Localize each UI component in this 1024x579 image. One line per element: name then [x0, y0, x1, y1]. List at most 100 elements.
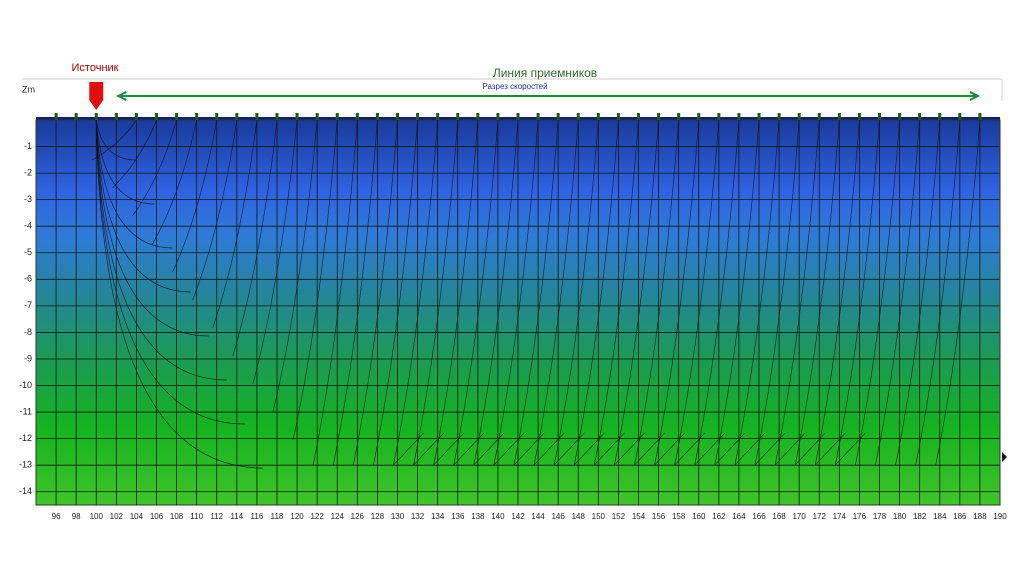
receiver — [295, 113, 299, 120]
receiver — [74, 113, 78, 120]
x-tick-label: 186 — [953, 512, 967, 521]
receiver — [315, 113, 319, 120]
receiver — [556, 113, 560, 120]
ray — [352, 119, 398, 466]
receiver — [94, 113, 98, 120]
x-tick-label: 138 — [471, 512, 485, 521]
y-tick-label: -13 — [19, 460, 32, 470]
x-tick-label: 142 — [511, 512, 525, 521]
receiver — [657, 113, 661, 120]
receiver — [275, 113, 279, 120]
ray — [834, 119, 880, 466]
x-tick-label: 144 — [531, 512, 545, 521]
x-tick-label: 190 — [993, 512, 1007, 521]
ray — [152, 119, 198, 245]
receiver — [616, 113, 620, 120]
ray — [272, 119, 318, 413]
ray — [232, 119, 278, 357]
y-tick-label: -3 — [24, 194, 32, 204]
ray — [92, 119, 137, 161]
y-tick-label: -1 — [24, 141, 32, 151]
x-tick-label: 100 — [90, 512, 104, 521]
receiver — [476, 113, 480, 120]
source-label: Источник — [72, 62, 119, 74]
y-tick-label: -10 — [19, 380, 32, 390]
x-tick-label: 128 — [371, 512, 385, 521]
x-tick-label: 172 — [813, 512, 827, 521]
ray — [252, 119, 298, 385]
ray — [95, 119, 191, 293]
receiver — [817, 113, 821, 120]
receiver — [355, 113, 359, 120]
x-tick-label: 170 — [792, 512, 806, 521]
x-tick-label: 176 — [853, 512, 867, 521]
y-tick-label: -9 — [24, 353, 32, 363]
y-tick-label: -8 — [24, 327, 32, 337]
ray — [413, 119, 459, 466]
arrow-head — [969, 91, 981, 101]
receiver — [114, 113, 118, 120]
receiver — [737, 113, 741, 120]
x-tick-label: 152 — [612, 512, 626, 521]
receiver — [54, 113, 58, 120]
ray — [433, 119, 479, 466]
x-tick-label: 150 — [592, 512, 606, 521]
chart-subtitle: Разрез скоростей — [482, 82, 547, 91]
ray — [734, 119, 780, 466]
ray — [172, 119, 218, 273]
ray — [112, 119, 157, 189]
receiver — [596, 113, 600, 120]
receiver — [978, 113, 982, 120]
receiver — [958, 113, 962, 120]
x-tick-label: 130 — [391, 512, 405, 521]
y-tick-label: -6 — [24, 274, 32, 284]
x-tick-label: 96 — [52, 512, 61, 521]
y-tick-label: -14 — [19, 486, 32, 496]
x-tick-label: 164 — [732, 512, 746, 521]
x-tick-label: 108 — [170, 512, 184, 521]
ray — [654, 119, 700, 466]
ray — [794, 119, 840, 466]
x-tick-label: 102 — [110, 512, 124, 521]
receiver — [576, 113, 580, 120]
receiver — [215, 113, 219, 120]
x-tick-label: 148 — [572, 512, 586, 521]
ray — [132, 119, 177, 217]
ray — [473, 119, 519, 466]
ray — [875, 119, 921, 466]
x-tick-label: 132 — [411, 512, 425, 521]
source-marker — [89, 82, 104, 110]
receiver — [516, 113, 520, 120]
x-tick-label: 122 — [310, 512, 324, 521]
x-tick-label: 154 — [632, 512, 646, 521]
x-tick-label: 134 — [431, 512, 445, 521]
x-tick-label: 124 — [331, 512, 345, 521]
ray — [95, 119, 173, 249]
ray — [292, 119, 338, 441]
receiver — [777, 113, 781, 120]
receiver — [496, 113, 500, 120]
receiver — [456, 113, 460, 120]
ray — [774, 119, 820, 466]
receiver — [857, 113, 861, 120]
receiver — [416, 113, 420, 120]
ray — [714, 119, 760, 466]
ray — [373, 119, 418, 466]
receiver — [134, 113, 138, 120]
y-axis-label: Zm — [22, 84, 35, 94]
y-tick-label: -11 — [20, 406, 32, 416]
receiver — [898, 113, 902, 120]
receiver — [697, 113, 701, 120]
y-tick-label: -7 — [24, 300, 32, 310]
ray — [674, 119, 720, 466]
receiver — [195, 113, 199, 120]
x-tick-label: 162 — [712, 512, 726, 521]
ray — [95, 119, 245, 425]
ray — [935, 119, 981, 466]
scroll-marker — [1002, 452, 1007, 462]
x-tick-label: 166 — [752, 512, 766, 521]
x-tick-label: 126 — [351, 512, 365, 521]
receiver — [918, 113, 922, 120]
x-tick-label: 146 — [551, 512, 565, 521]
receiver — [155, 113, 158, 120]
